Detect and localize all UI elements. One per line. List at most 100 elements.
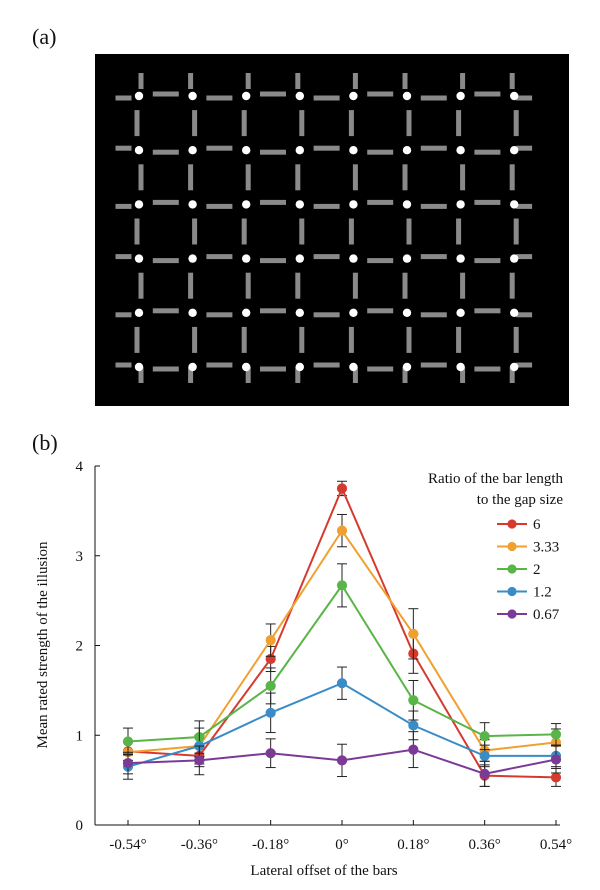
x-tick-label: 0.18° bbox=[397, 837, 429, 853]
stimulus-dot bbox=[402, 200, 412, 209]
stimulus-dot bbox=[456, 308, 465, 317]
legend-title-line2: to the gap size bbox=[477, 492, 564, 508]
series-3-33 bbox=[122, 513, 562, 764]
stimulus-bar-horizontal bbox=[206, 203, 233, 209]
stimulus-bar-vertical bbox=[245, 272, 251, 299]
legend-label: 6 bbox=[533, 517, 541, 533]
stimulus-bar-vertical bbox=[352, 272, 358, 299]
data-point bbox=[336, 678, 348, 689]
stimulus-dot bbox=[134, 308, 144, 317]
stimulus-bar-horizontal bbox=[260, 366, 286, 372]
stimulus-dot bbox=[510, 91, 519, 101]
stimulus-bar-horizontal bbox=[420, 95, 447, 101]
y-tick-label: 0 bbox=[76, 818, 84, 834]
data-point bbox=[265, 680, 276, 691]
data-point bbox=[408, 628, 419, 639]
data-point bbox=[336, 755, 348, 766]
stimulus-dot bbox=[188, 254, 197, 263]
legend-swatch-marker bbox=[507, 586, 517, 597]
stimulus-bar-vertical bbox=[299, 218, 305, 245]
stimulus-bar-horizontal bbox=[367, 91, 394, 97]
stimulus-bar-horizontal bbox=[115, 203, 132, 209]
stimulus-bar-horizontal bbox=[260, 91, 286, 97]
y-tick-label: 4 bbox=[76, 459, 84, 475]
stimulus-bar-vertical bbox=[352, 367, 358, 383]
x-tick-label: -0.54° bbox=[109, 837, 146, 853]
stimulus-bar-horizontal bbox=[313, 95, 340, 101]
stimulus-bar-horizontal bbox=[313, 145, 340, 151]
stimulus-bar-vertical bbox=[134, 110, 140, 137]
y-tick-label: 2 bbox=[76, 639, 84, 655]
stimulus-bar-horizontal bbox=[474, 366, 501, 372]
stimulus-bar-horizontal bbox=[367, 258, 394, 264]
stimulus-bar-horizontal bbox=[260, 149, 286, 155]
stimulus-bar-vertical bbox=[295, 367, 301, 383]
stimulus-bar-horizontal bbox=[206, 145, 233, 151]
stimulus-bar-horizontal bbox=[313, 254, 340, 260]
stimulus-bar-horizontal bbox=[313, 312, 340, 318]
stimulus-bar-horizontal bbox=[367, 308, 394, 314]
stimulus-bar-vertical bbox=[241, 110, 247, 137]
stimulus-dot bbox=[134, 91, 144, 101]
stimulus-bar-horizontal bbox=[420, 312, 447, 318]
y-tick-label: 1 bbox=[76, 728, 84, 744]
stimulus-bar-vertical bbox=[513, 110, 519, 137]
stimulus-bar-horizontal bbox=[474, 199, 501, 205]
stimulus-dot bbox=[349, 146, 358, 155]
stimulus-bar-vertical bbox=[134, 218, 140, 245]
stimulus-bar-horizontal bbox=[152, 258, 179, 264]
data-point bbox=[479, 750, 490, 761]
stimulus-dot bbox=[402, 146, 412, 155]
legend-label: 1.2 bbox=[533, 585, 552, 601]
legend-swatch-marker bbox=[507, 541, 517, 552]
stimulus-bar-horizontal bbox=[420, 362, 447, 368]
stimulus-bar-horizontal bbox=[206, 95, 233, 101]
stimulus-bar-horizontal bbox=[516, 203, 533, 209]
stimulus-bar-horizontal bbox=[516, 95, 533, 101]
stimulus-dot bbox=[349, 200, 358, 209]
legend-swatch-marker bbox=[507, 609, 517, 619]
stimulus-bar-vertical bbox=[509, 73, 515, 89]
stimulus-bar-vertical bbox=[241, 326, 247, 353]
stimulus-bar-vertical bbox=[295, 164, 301, 191]
stimulus-bar-vertical bbox=[188, 73, 194, 89]
legend-label: 3.33 bbox=[533, 540, 559, 556]
x-tick-label: 0.36° bbox=[469, 837, 501, 853]
data-point bbox=[122, 757, 134, 769]
stimulus-bar-vertical bbox=[406, 110, 412, 137]
stimulus-bar-horizontal bbox=[516, 145, 533, 151]
stimulus-bar-horizontal bbox=[260, 199, 286, 205]
series-line bbox=[127, 583, 557, 743]
stimulus-bar-vertical bbox=[509, 367, 515, 383]
stimulus-bar-vertical bbox=[456, 218, 462, 245]
stimulus-bar-vertical bbox=[460, 272, 466, 299]
x-axis-title: Lateral offset of the bars bbox=[250, 863, 397, 879]
stimulus-bar-vertical bbox=[460, 164, 466, 191]
panel-a-label: (a) bbox=[32, 24, 57, 49]
data-point bbox=[550, 754, 562, 765]
stimulus-dot bbox=[456, 362, 465, 372]
stimulus-dot bbox=[134, 362, 144, 372]
data-point bbox=[408, 720, 419, 731]
stimulus-dot bbox=[295, 362, 304, 372]
y-ticks: 0 1 2 3 4 bbox=[76, 459, 100, 834]
data-point bbox=[408, 744, 419, 755]
stimulus-bar-vertical bbox=[138, 367, 144, 383]
stimulus-bar-horizontal bbox=[313, 362, 340, 368]
stimulus-bar-vertical bbox=[348, 218, 354, 245]
stimulus-bar-horizontal bbox=[152, 308, 179, 314]
stimulus-bar-horizontal bbox=[420, 203, 447, 209]
stimulus-dot bbox=[295, 91, 304, 101]
stimulus-bar-horizontal bbox=[420, 254, 447, 260]
stimulus-bar-vertical bbox=[192, 326, 198, 353]
data-point bbox=[479, 768, 490, 779]
data-point bbox=[336, 525, 348, 536]
data-point bbox=[265, 748, 276, 759]
stimulus-bar-vertical bbox=[460, 73, 466, 89]
stimulus-bar-vertical bbox=[402, 367, 408, 383]
x-tick-label: 0° bbox=[335, 837, 349, 853]
stimulus-dot bbox=[295, 146, 304, 155]
stimulus-bar-horizontal bbox=[516, 362, 533, 368]
stimulus-dot bbox=[402, 91, 412, 101]
